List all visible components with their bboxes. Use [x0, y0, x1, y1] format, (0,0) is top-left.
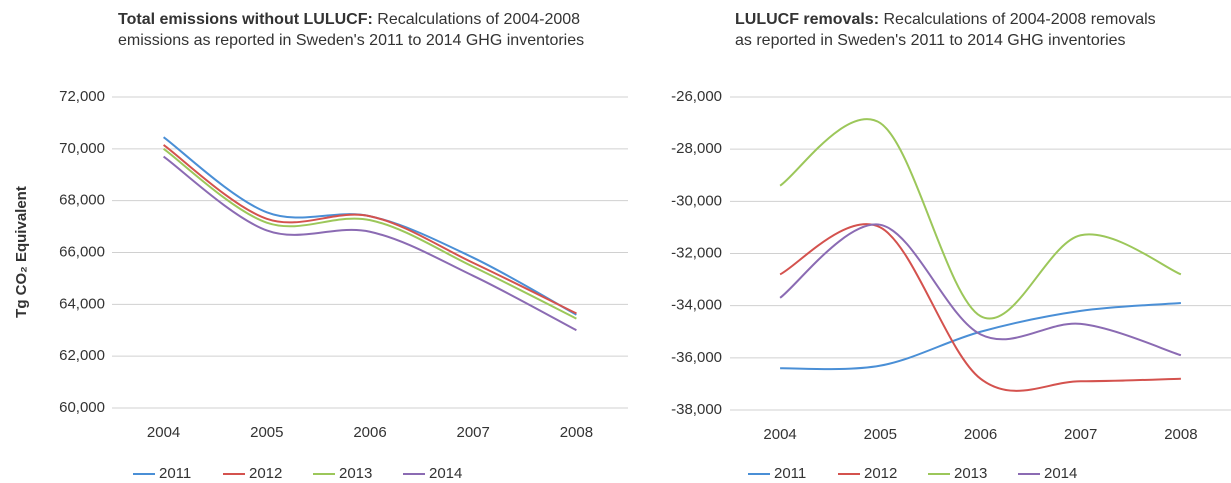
- series-line: [779, 223, 1181, 392]
- legend-label: 2013: [954, 465, 987, 482]
- series-line: [163, 144, 577, 315]
- x-tick-label: 2004: [147, 424, 180, 441]
- series-line: [163, 155, 577, 332]
- x-tick-label: 2004: [763, 426, 796, 443]
- chart-title: LULUCF removals:: [735, 11, 880, 28]
- series-line: [779, 223, 1182, 357]
- legend-label: 2014: [429, 465, 462, 482]
- title-block: LULUCF removals: Recalculations of 2004-…: [735, 9, 1175, 51]
- y-tick-label: 64,000: [59, 295, 105, 312]
- x-tick-label: 2008: [560, 424, 593, 441]
- y-tick-label: -26,000: [671, 88, 722, 105]
- x-tick-label: 2007: [1064, 426, 1097, 443]
- series-line: [780, 302, 1181, 371]
- title-block: Total emissions without LULUCF: Recalcul…: [118, 9, 608, 51]
- chart-subtitle: Recalculations of 2004-2008 removals as …: [735, 11, 1156, 49]
- y-tick-label: 72,000: [59, 88, 105, 105]
- x-tick-label: 2005: [250, 424, 283, 441]
- y-tick-label: -32,000: [671, 244, 722, 261]
- y-tick-label: 66,000: [59, 243, 105, 260]
- y-tick-label: -34,000: [671, 297, 722, 314]
- y-tick-label: 60,000: [59, 399, 105, 416]
- chart-title: Total emissions without LULUCF:: [118, 11, 373, 28]
- y-tick-label: 68,000: [59, 192, 105, 209]
- legend-label: 2012: [249, 465, 282, 482]
- y-tick-label: -28,000: [671, 140, 722, 157]
- legend-label: 2011: [774, 465, 806, 482]
- series-line: [779, 118, 1182, 320]
- x-tick-label: 2005: [864, 426, 897, 443]
- y-tick-label: 62,000: [59, 347, 105, 364]
- x-tick-label: 2006: [964, 426, 997, 443]
- legend-label: 2014: [1044, 465, 1077, 482]
- x-tick-label: 2006: [353, 424, 386, 441]
- y-tick-label: -36,000: [671, 349, 722, 366]
- x-tick-label: 2007: [457, 424, 490, 441]
- legend-label: 2013: [339, 465, 372, 482]
- legend-label: 2012: [864, 465, 897, 482]
- x-tick-label: 2008: [1164, 426, 1197, 443]
- y-axis-label: Tg CO₂ Equivalent: [13, 186, 30, 318]
- series-line: [163, 148, 577, 320]
- y-tick-label: -30,000: [671, 192, 722, 209]
- chart-subtitle: Recalculations of 2004-2008 emissions as…: [118, 11, 585, 49]
- y-tick-label: -38,000: [671, 401, 722, 418]
- y-tick-label: 70,000: [59, 140, 105, 157]
- legend-label: 2011: [159, 465, 191, 482]
